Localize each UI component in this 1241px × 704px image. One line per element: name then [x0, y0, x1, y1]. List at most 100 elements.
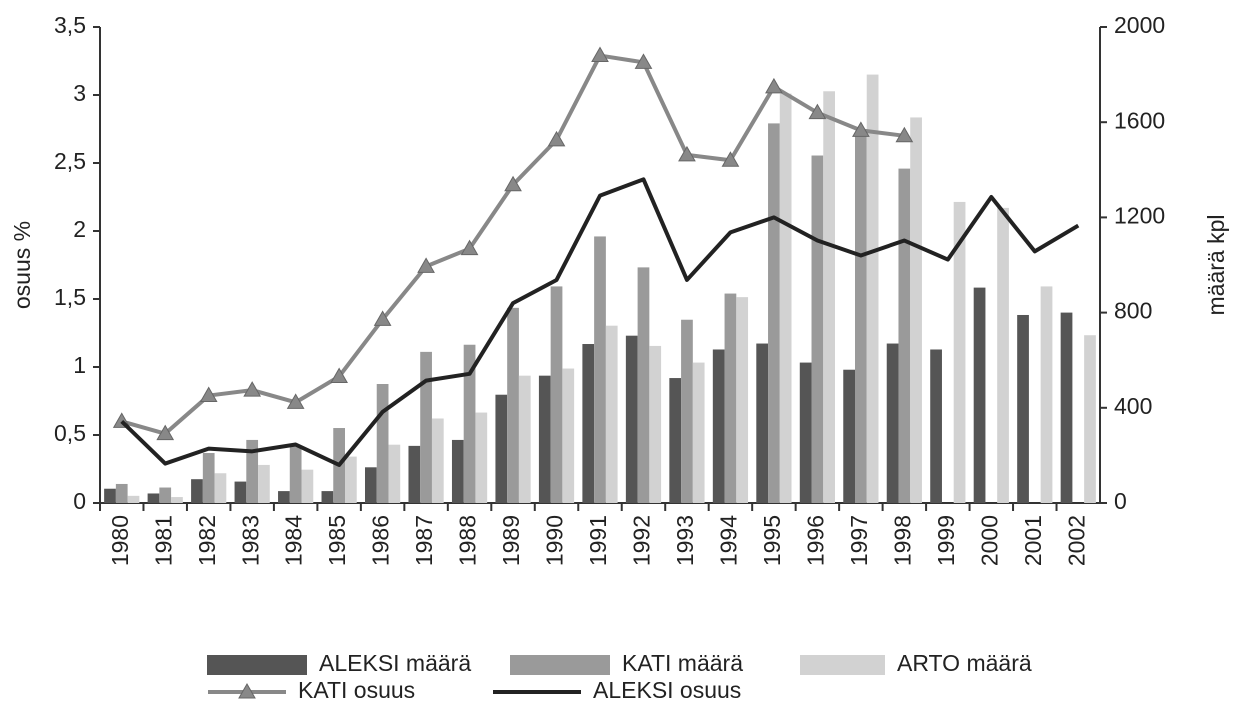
bar: [930, 349, 942, 503]
x-tick-label: 1982: [194, 515, 220, 566]
bar: [736, 297, 749, 503]
bar: [712, 349, 725, 503]
legend-label: KATI osuus: [298, 677, 415, 703]
legend-label: ALEKSI määrä: [319, 650, 471, 676]
legend-swatch: [207, 655, 307, 675]
y2-tick-label: 0: [1114, 488, 1127, 514]
bar: [910, 117, 922, 503]
marker: [373, 310, 392, 326]
bar: [301, 469, 314, 503]
bar: [898, 168, 911, 504]
y2-tick-label: 800: [1114, 298, 1152, 324]
bar: [649, 345, 662, 503]
bar: [799, 362, 812, 503]
y2-tick-label: 400: [1114, 393, 1152, 419]
x-tick-label: 1997: [846, 515, 872, 566]
bar: [692, 362, 705, 503]
legend-swatch: [800, 655, 885, 675]
marker: [721, 151, 740, 167]
x-tick-label: 1994: [716, 515, 742, 566]
bar: [408, 445, 421, 503]
marker: [238, 682, 256, 699]
bar: [1040, 286, 1053, 503]
x-tick-label: 2001: [1020, 515, 1046, 566]
marker: [199, 386, 218, 403]
bar: [463, 344, 476, 503]
x-tick-label: 2000: [976, 515, 1002, 566]
x-tick-label: 1981: [150, 515, 176, 566]
x-tick-label: 1993: [672, 515, 698, 566]
y2-axis-label: määrä kpl: [1203, 215, 1229, 316]
x-tick-label: 2002: [1063, 515, 1089, 566]
line: [120, 177, 1080, 467]
marker: [634, 53, 653, 69]
bar: [823, 91, 835, 503]
legend-label: KATI määrä: [622, 650, 743, 676]
y-tick-label: 2,5: [54, 148, 86, 174]
x-tick-label: 1986: [368, 515, 394, 566]
x-tick-label: 1999: [933, 515, 959, 566]
bar: [191, 479, 203, 503]
bar: [669, 378, 682, 503]
bar: [843, 369, 855, 503]
bar: [345, 456, 357, 503]
y2-tick-label: 1200: [1114, 202, 1165, 228]
y-axis-label: osuus %: [9, 221, 35, 309]
marker: [156, 424, 175, 441]
marker: [895, 126, 914, 143]
bar: [997, 207, 1009, 503]
bar: [431, 418, 444, 503]
marker: [591, 46, 609, 63]
y-tick-label: 3: [73, 80, 86, 106]
bar: [779, 93, 792, 503]
bar: [289, 445, 302, 503]
bar: [582, 344, 595, 503]
legend-swatch: [510, 655, 610, 675]
bar: [495, 394, 508, 503]
marker: [547, 130, 566, 147]
bar: [756, 343, 769, 503]
y-tick-label: 0: [73, 488, 86, 514]
legend-label: ALEKSI osuus: [593, 677, 741, 703]
y-tick-label: 0,5: [54, 420, 86, 446]
x-tick-label: 1980: [107, 515, 133, 566]
marker: [808, 103, 827, 120]
bar: [1017, 314, 1029, 503]
bar: [518, 375, 531, 503]
bar: [1060, 312, 1073, 503]
bar: [1084, 335, 1096, 503]
y-tick-label: 1: [73, 352, 86, 378]
bar: [625, 335, 638, 503]
bar: [681, 319, 693, 503]
marker: [460, 239, 479, 256]
bar: [278, 491, 290, 503]
bar: [538, 375, 551, 503]
bar: [475, 412, 488, 503]
bar: [365, 467, 377, 503]
legend-label: ARTO määrä: [897, 650, 1032, 676]
x-tick-label: 1991: [585, 515, 611, 566]
x-tick-label: 1989: [498, 515, 524, 566]
bar: [451, 439, 464, 503]
bar: [811, 155, 824, 503]
bar: [594, 236, 606, 503]
bar: [104, 488, 116, 503]
x-tick-label: 1988: [455, 515, 481, 566]
bar: [724, 293, 737, 503]
x-tick-label: 1990: [542, 515, 568, 566]
bar: [973, 287, 986, 503]
y-tick-label: 1,5: [54, 284, 86, 310]
bar: [507, 307, 519, 503]
marker: [330, 367, 348, 384]
bar: [866, 74, 879, 503]
bar: [376, 384, 389, 503]
bar: [321, 491, 334, 503]
x-tick-label: 1985: [324, 515, 350, 566]
bar: [171, 497, 183, 503]
marker: [504, 175, 522, 192]
x-tick-label: 1992: [629, 515, 655, 566]
bar: [420, 351, 432, 503]
marker: [678, 145, 696, 162]
bar: [127, 495, 140, 503]
